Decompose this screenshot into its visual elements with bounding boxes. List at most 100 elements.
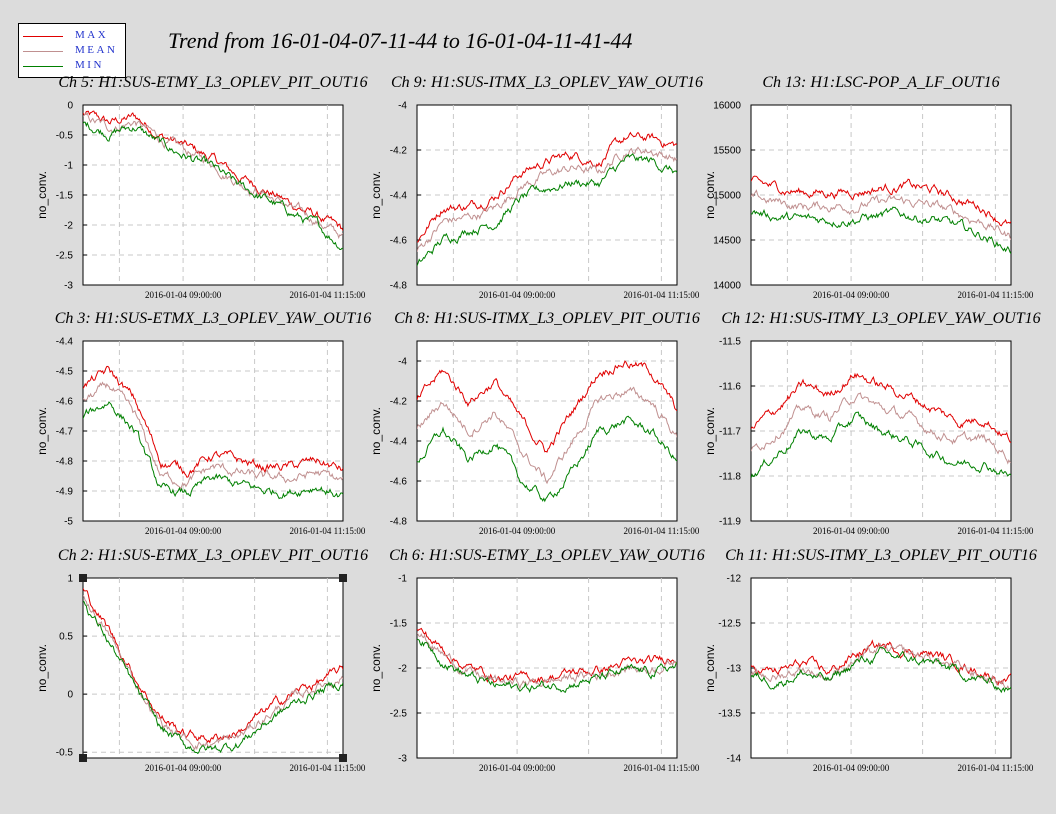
y-tick-label: -11.9 xyxy=(719,517,741,528)
chart-panel: -1 -1.5 -2 -2.5 -3 2016-01-04 09:00:00 2016-01… xyxy=(369,547,705,773)
series-line-min xyxy=(417,638,677,694)
x-tick-label: 2016-01-04 11:15:00 xyxy=(957,290,1033,300)
y-axis-label: no_conv. xyxy=(703,407,717,455)
y-tick-label: -4.6 xyxy=(390,477,408,488)
series-line-min xyxy=(751,206,1011,255)
series-line-min xyxy=(417,415,677,503)
legend-label-mean: MEAN xyxy=(75,44,118,56)
x-tick-label: 2016-01-04 11:15:00 xyxy=(623,290,699,300)
legend-item-max: MAX xyxy=(19,29,125,43)
series-line-max xyxy=(83,365,343,478)
y-tick-label: -11.8 xyxy=(719,472,741,483)
y-tick-label: -4.6 xyxy=(56,397,74,408)
selection-handle xyxy=(79,754,87,762)
chart-panel: 0 -0.5 -1 -1.5 -2 -2.5 -3 2016-01-04 09:00:00 20… xyxy=(35,74,368,300)
x-tick-label: 2016-01-04 09:00:00 xyxy=(479,763,556,773)
y-axis-label: no_conv. xyxy=(703,644,717,692)
y-tick-label: -4.4 xyxy=(390,191,408,202)
y-tick-label: 14000 xyxy=(713,281,741,292)
series-line-min xyxy=(83,121,343,250)
y-tick-label: -4 xyxy=(398,101,407,112)
y-tick-label: -0.5 xyxy=(56,131,74,142)
y-axis-label: no_conv. xyxy=(35,171,49,219)
y-axis-label: no_conv. xyxy=(369,407,383,455)
chart-title: Ch 2: H1:SUS-ETMX_L3_OPLEV_PIT_OUT16 xyxy=(58,547,368,564)
y-tick-label: 16000 xyxy=(713,101,741,112)
chart-title: Ch 8: H1:SUS-ITMX_L3_OPLEV_PIT_OUT16 xyxy=(394,310,700,327)
y-tick-label: -3 xyxy=(398,754,407,765)
x-tick-label: 2016-01-04 09:00:00 xyxy=(813,290,890,300)
series-line-mean xyxy=(417,146,677,252)
series-line-max xyxy=(417,627,677,684)
y-tick-label: -13.5 xyxy=(718,709,741,720)
y-tick-label: 1 xyxy=(67,574,73,585)
series-line-mean xyxy=(417,386,677,485)
y-tick-label: -12 xyxy=(727,574,742,585)
y-tick-label: -4.2 xyxy=(390,146,408,157)
chart-title: Ch 12: H1:SUS-ITMY_L3_OPLEV_YAW_OUT16 xyxy=(721,310,1040,327)
plot-area xyxy=(82,577,344,759)
y-tick-label: 15000 xyxy=(713,191,741,202)
y-tick-label: -4 xyxy=(398,357,407,368)
y-tick-label: -4.4 xyxy=(56,337,74,348)
series-line-min xyxy=(751,411,1011,479)
legend-label-max: MAX xyxy=(75,29,109,41)
chart-title: Ch 9: H1:SUS-ITMX_L3_OPLEV_YAW_OUT16 xyxy=(391,74,703,91)
series-line-max xyxy=(417,131,677,243)
y-tick-label: -2.5 xyxy=(390,709,408,720)
selection-handle xyxy=(339,574,347,582)
chart-panel: -4 -4.2 -4.4 -4.6 -4.8 2016-01-04 09:00:00 201… xyxy=(369,310,700,536)
x-tick-label: 2016-01-04 11:15:00 xyxy=(957,763,1033,773)
chart-title: Ch 5: H1:SUS-ETMY_L3_OPLEV_PIT_OUT16 xyxy=(58,74,367,91)
series-line-max xyxy=(417,360,677,453)
series-line-max xyxy=(83,588,343,744)
y-tick-label: -2.5 xyxy=(56,251,74,262)
x-tick-label: 2016-01-04 09:00:00 xyxy=(479,290,556,300)
x-tick-label: 2016-01-04 09:00:00 xyxy=(145,290,222,300)
page-title: Trend from 16-01-04-07-11-44 to 16-01-04… xyxy=(168,28,633,53)
series-line-mean xyxy=(751,642,1011,690)
series-line-min xyxy=(417,153,677,267)
y-tick-label: 0 xyxy=(67,101,73,112)
chart-panel: -4.4 -4.5 -4.6 -4.7 -4.8 -4.9 -5 2016-01-04 09:… xyxy=(35,310,371,536)
y-tick-label: 15500 xyxy=(713,146,741,157)
x-tick-label: 2016-01-04 11:15:00 xyxy=(957,526,1033,536)
y-tick-label: -12.5 xyxy=(718,619,741,630)
y-tick-label: -2 xyxy=(398,664,407,675)
y-tick-label: 14500 xyxy=(713,236,741,247)
y-tick-label: -1 xyxy=(64,161,73,172)
x-tick-label: 2016-01-04 11:15:00 xyxy=(289,526,365,536)
y-tick-label: -11.7 xyxy=(719,427,741,438)
series-line-mean xyxy=(751,189,1011,241)
y-tick-label: 0.5 xyxy=(59,632,73,643)
y-axis-label: no_conv. xyxy=(35,644,49,692)
chart-panel: 16000 15500 15000 14500 14000 2016-01-04 09:0… xyxy=(703,74,1034,300)
y-axis-label: no_conv. xyxy=(703,171,717,219)
series-line-min xyxy=(751,646,1011,694)
x-tick-label: 2016-01-04 09:00:00 xyxy=(145,526,222,536)
x-tick-label: 2016-01-04 11:15:00 xyxy=(289,290,365,300)
y-tick-label: -5 xyxy=(64,517,73,528)
x-tick-label: 2016-01-04 09:00:00 xyxy=(145,763,222,773)
y-tick-label: -1.5 xyxy=(390,619,408,630)
selection-handle xyxy=(339,754,347,762)
series-line-min xyxy=(83,401,343,500)
y-tick-label: -4.2 xyxy=(390,397,408,408)
chart-title: Ch 13: H1:LSC-POP_A_LF_OUT16 xyxy=(762,74,999,91)
selection-handle xyxy=(79,574,87,582)
chart-panel: -12 -12.5 -13 -13.5 -14 2016-01-04 09:00:00 20… xyxy=(703,547,1037,773)
plot-area xyxy=(416,340,678,522)
x-tick-label: 2016-01-04 09:00:00 xyxy=(479,526,556,536)
y-tick-label: -4.8 xyxy=(390,517,408,528)
y-tick-label: -4.6 xyxy=(390,236,408,247)
y-tick-label: -4.7 xyxy=(56,427,74,438)
series-line-mean xyxy=(83,381,343,490)
y-tick-label: -11.5 xyxy=(719,337,741,348)
chart-title: Ch 3: H1:SUS-ETMX_L3_OPLEV_YAW_OUT16 xyxy=(55,310,372,327)
legend-swatch-min xyxy=(23,66,63,67)
series-line-mean xyxy=(751,392,1011,465)
series-line-max xyxy=(83,110,343,231)
series-line-min xyxy=(83,600,343,755)
x-tick-label: 2016-01-04 11:15:00 xyxy=(289,763,365,773)
x-tick-label: 2016-01-04 09:00:00 xyxy=(813,526,890,536)
